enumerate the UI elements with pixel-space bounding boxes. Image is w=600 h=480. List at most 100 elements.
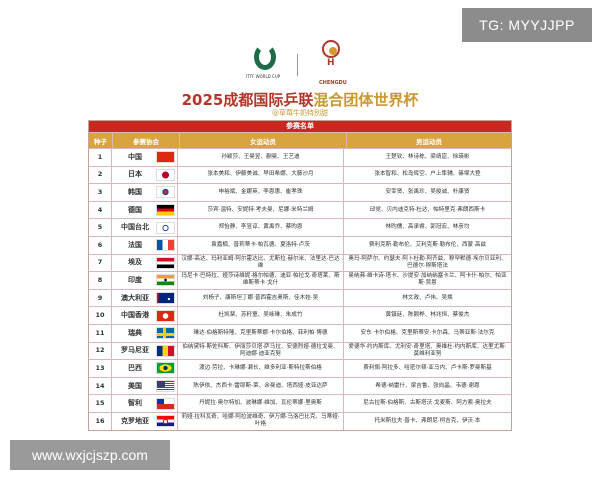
- table-row: 5 中国台北 郑怡静、李昱谆、黄禹乔、蔡昀恩 林昀儒、高承睿、郭冠宏、林彦均: [89, 218, 511, 236]
- table-row: 9 澳大利亚 刘杨子、康斯坦丁娜·普西霍吉奥斯、佳木娃·吴 林文政、卢伟、吴焕: [89, 288, 511, 307]
- table-row: 7 埃及 汉娜·高达、玛利亚姆·阿尔霍达比、尤斯拉·赫尔米、法里达·巴达维 奥玛·阿萨…: [89, 253, 511, 272]
- association-cell: 印度: [112, 272, 178, 289]
- association-name: 瑞典: [128, 328, 142, 337]
- women-players-cell: 孙颖莎、王曼昱、蒯曼、王艺迪: [178, 149, 344, 166]
- association-cell: 智利: [112, 395, 178, 412]
- men-players-cell: 林文政、卢伟、吴焕: [402, 294, 453, 301]
- women-players-cell: 张本美和、伊藤美诚、早田希娜、大藤沙月: [178, 166, 344, 184]
- germany-flag-icon: [156, 204, 175, 217]
- sweden-flag-icon: [156, 327, 175, 340]
- association-name: 澳大利亚: [121, 293, 149, 302]
- association-cell: 瑞典: [112, 324, 178, 342]
- men-players-cell: 张本智和、松岛辉空、户上隼辅、篠塚大登: [374, 171, 481, 178]
- women-players-cell: 汉娜·高达、玛利亚姆·阿尔霍达比、尤斯拉·赫尔米、法里达·巴达维: [178, 254, 344, 272]
- column-header-women: 女运动员: [180, 133, 347, 148]
- seed-cell: 9: [89, 289, 112, 307]
- association-cell: 中国香港: [112, 307, 178, 324]
- association-name: 法国: [128, 240, 142, 249]
- india-flag-icon: [156, 274, 175, 287]
- table-row: 13 巴西 渡边·劳拉、卡琳娜·濑长、维多利亚·斯特拉斯伯格 费利佩·阿拉多、哈密尔顿…: [89, 359, 511, 377]
- women-players-cell: 杜凯琹、苏籽童、吴咏琳、朱成竹: [178, 307, 344, 324]
- seed-cell: 16: [89, 412, 112, 430]
- egypt-flag-icon: [156, 256, 175, 269]
- men-players-cell: 安宰贤、张禹珍、吴晙诚、朴康贤: [385, 188, 470, 195]
- seed-cell: 2: [89, 166, 112, 184]
- seed-cell: 4: [89, 201, 112, 219]
- women-players-cell: 郑怡静、李昱谆、黄禹乔、蔡昀恩: [178, 219, 344, 236]
- table-header: 种子 参赛协会 女运动员 男运动员: [89, 132, 511, 148]
- croatia-flag-icon: [156, 415, 175, 428]
- seed-cell: 5: [89, 219, 112, 236]
- men-players-cell: 林昀儒、高承睿、郭冠宏、林彦均: [385, 224, 470, 231]
- association-name: 日本: [128, 170, 142, 179]
- association-name: 印度: [128, 275, 142, 284]
- men-players-cell: 托米斯拉夫·普卡、弗朗尼·柯吉克、伊沃·本: [374, 417, 481, 424]
- subtitle: @草莓牛奶特别甜: [272, 109, 328, 117]
- seed-cell: 12: [89, 342, 112, 360]
- association-cell: 中国: [112, 149, 178, 166]
- logo-area: ITTF WORLD CUP H CHENGDU: [0, 40, 600, 90]
- association-cell: 中国台北: [112, 219, 178, 236]
- table-row: 3 韩国 申裕斌、金娜英、李恩惠、崔孝珠 安宰贤、张禹珍、吴晙诚、朴康贤: [89, 183, 511, 201]
- women-players-cell: 玛尼卡·巴特拉、娅莎诗维妮·格尔帕德、迪亚·帕拉戈·奇塔莱、斯维斯蒂卡·戈什: [178, 272, 344, 289]
- association-name: 罗马尼亚: [121, 346, 149, 355]
- women-players-cell: 莎宾·温特、安妮特·考夫曼、尼娜·米特兰姆: [178, 201, 344, 219]
- association-cell: 澳大利亚: [112, 289, 178, 307]
- table-row: 1 中国 孙颖莎、王曼昱、蒯曼、王艺迪 王楚钦、林诗栋、梁靖崑、徐瑛彬: [89, 148, 511, 166]
- romania-flag-icon: [156, 344, 175, 357]
- table-row: 6 法国 袁嘉楠、普莉蒂卡·帕瓦德、夏洛特·卢茨 费利克斯·勒布伦、艾利克斯·勒布伦、…: [89, 235, 511, 254]
- column-header-seed: 种子: [89, 133, 113, 148]
- tg-watermark: TG: MYYJJPP: [462, 8, 592, 42]
- women-players-cell: 刘杨子、康斯坦丁娜·普西霍吉奥斯、佳木娃·吴: [178, 289, 344, 307]
- hong-kong-flag-icon: [156, 309, 175, 322]
- men-players-cell: 费利克斯·勒布伦、艾利克斯·勒布伦、西蒙·高兹: [368, 241, 487, 248]
- chinese-taipei-flag-icon: [156, 221, 175, 234]
- men-players-cell: 希德·纳雷什、梁吉鲁、张向晶、韦德·谢恩: [375, 382, 480, 389]
- page-title: 2025成都国际乒联混合团体世界杯: [181, 91, 419, 109]
- association-name: 美国: [128, 381, 142, 390]
- association-name: 智利: [128, 399, 142, 408]
- association-cell: 巴西: [112, 360, 178, 377]
- association-name: 中国台北: [121, 223, 149, 232]
- usa-flag-icon: [156, 380, 175, 393]
- site-watermark: www.wxjcjszp.com: [10, 440, 170, 470]
- seed-cell: 3: [89, 184, 112, 201]
- association-name: 德国: [128, 205, 142, 214]
- men-players-cell: 奥玛·阿萨尔、约瑟夫·阿卜杜勒·阿齐兹、穆罕默德·埃尔贝亚利、巴德尔·穆斯塔法: [348, 255, 507, 269]
- men-players-cell: 费利佩·阿拉多、哈密尔顿·亚马内、卢卡斯·罗曼斯基: [363, 364, 492, 371]
- association-name: 克罗地亚: [121, 416, 149, 425]
- association-name: 韩国: [128, 187, 142, 196]
- table-row: 11 瑞典 琳达·伯格斯特隆、克里斯蒂娜·卡尔伯格、菲利帕·博德 安东·卡尔伯格、克里…: [89, 323, 511, 342]
- association-cell: 法国: [112, 236, 178, 254]
- association-name: 巴西: [128, 363, 142, 372]
- table-caption: 参赛名单: [89, 121, 511, 132]
- men-players-cell: 安东·卡尔伯格、克里斯蒂安·卡尔森、马蒂亚斯·法尔克: [360, 329, 495, 336]
- women-players-cell: 莉娅·拉科瓦奇、哈娜·阿拉波维奇、伊万娜·马洛巴比克、马蒂娅·叶格: [178, 412, 344, 430]
- association-name: 中国: [128, 152, 142, 161]
- women-players-cell: 伯纳黛特·斯佐科斯、伊丽莎贝塔·萨马拉、安德烈娅·德拉戈曼、阿迪娜·迪亚克努: [178, 342, 344, 360]
- women-players-cell: 琳达·伯格斯特隆、克里斯蒂娜·卡尔伯格、菲利帕·博德: [178, 324, 344, 342]
- association-cell: 韩国: [112, 184, 178, 201]
- men-players-cell: 王楚钦、林诗栋、梁靖崑、徐瑛彬: [385, 153, 470, 160]
- men-players-cell: 尼古拉斯·伯格斯、古斯塔沃·戈麦斯、阿方索·奥拉夫: [363, 400, 492, 407]
- women-players-cell: 陈伊依、杰西卡·雷耶斯-莱、余曼迪、塔西娅·皮亚达萨: [178, 377, 344, 395]
- ittf-world-cup-logo: ITTF WORLD CUP: [246, 44, 286, 84]
- women-players-cell: 渡边·劳拉、卡琳娜·濑长、维多利亚·斯特拉斯伯格: [178, 360, 344, 377]
- men-players-cell: 黄镇廷、陈颢桦、林兆恒、蔡俊杰: [385, 312, 470, 319]
- men-players-cell: 爱德华·约内斯库、尤利安·奇里塔、奥维杜·约内斯库、达里尤斯·莫维利亚努: [348, 343, 507, 357]
- association-cell: 日本: [112, 166, 178, 184]
- women-players-cell: 袁嘉楠、普莉蒂卡·帕瓦德、夏洛特·卢茨: [178, 236, 344, 254]
- chile-flag-icon: [156, 397, 175, 410]
- table-row: 4 德国 莎宾·温特、安妮特·考夫曼、尼娜·米特兰姆 邱党、贝内迪克特·杜达、帕特里克…: [89, 200, 511, 219]
- association-name: 埃及: [128, 258, 142, 267]
- france-flag-icon: [156, 239, 175, 252]
- australia-flag-icon: [156, 292, 175, 305]
- logo-divider: [297, 54, 298, 76]
- seed-cell: 11: [89, 324, 112, 342]
- table-row: 14 美国 陈伊依、杰西卡·雷耶斯-莱、余曼迪、塔西娅·皮亚达萨 希德·纳雷什、梁吉鲁…: [89, 376, 511, 395]
- men-players-cell: 曼纳弗·维卡诗·塔卡、沙提安·加纳纳塞卡兰、阿卡什·帕尔、帕亚斯·贾恩: [348, 273, 507, 287]
- association-cell: 埃及: [112, 254, 178, 272]
- brazil-flag-icon: [156, 362, 175, 375]
- korea-flag-icon: [156, 186, 175, 199]
- table-row: 15 智利 丹妮拉·奥尔特加、波琳娜·维加、瓦伦蒂娜·里奥斯 尼古拉斯·伯格斯、古斯塔…: [89, 394, 511, 412]
